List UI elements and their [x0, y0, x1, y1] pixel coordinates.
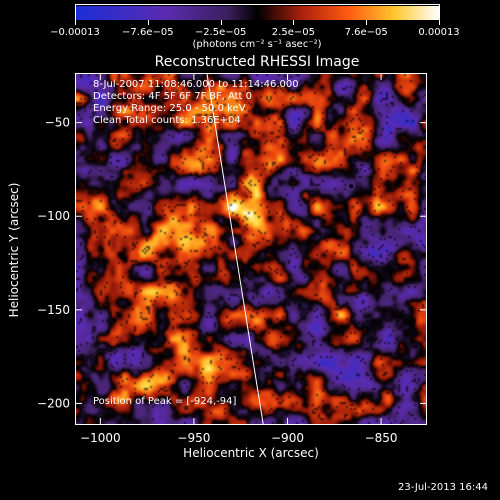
colorbar-tick-label: −0.00013	[50, 27, 100, 38]
colorbar-tick	[366, 20, 368, 25]
colorbar-tick	[293, 20, 295, 25]
annotation-energy-range: Energy Range: 25.0 - 50.0 keV	[93, 103, 246, 114]
annotation-peak-position: Position of Peak = [-924,-94]	[93, 396, 237, 407]
colorbar-tick	[220, 20, 222, 25]
y-tick-label: −150	[37, 303, 70, 317]
heatmap-image	[76, 74, 426, 424]
plot-area	[75, 73, 427, 425]
colorbar-tick-label: 0.00013	[418, 27, 460, 38]
limb-line	[206, 73, 264, 425]
colorbar-tick-label: −2.5e−05	[194, 27, 247, 38]
annotation-detectors: Detectors: 4F 5F 6F 7F 8F, Att 0	[93, 91, 253, 102]
y-tick-label: −50	[45, 116, 70, 130]
footer-timestamp: 23-Jul-2013 16:44	[397, 482, 488, 493]
colorbar-ticks	[75, 20, 440, 26]
colorbar-tick-label: 2.5e−05	[271, 27, 315, 38]
y-axis-label: Heliocentric Y (arcsec)	[7, 182, 21, 318]
y-tick-label: −200	[37, 396, 70, 410]
colorbar-tick	[75, 20, 76, 25]
annotation-time-range: 8-Jul-2007 11:08:46.000 to 11:14:46.000	[93, 79, 299, 90]
y-tick-label: −100	[37, 209, 70, 223]
x-tick-label: −900	[271, 431, 304, 445]
x-axis-label: Heliocentric X (arcsec)	[183, 446, 319, 460]
x-tick-label: −1000	[80, 431, 121, 445]
peak-marker	[349, 184, 354, 189]
colorbar-units-label: (photons cm⁻² s⁻¹ asec⁻²)	[192, 39, 322, 50]
chart-title: Reconstructed RHESSI Image	[154, 54, 360, 70]
x-tick-label: −950	[177, 431, 210, 445]
colorbar-tick-label: −7.6e−05	[122, 27, 174, 38]
colorbar-tick	[439, 20, 440, 25]
colorbar-tick-label: 7.6e−05	[344, 27, 388, 38]
colorbar	[75, 4, 440, 20]
colorbar-gradient	[76, 6, 439, 20]
annotation-clean-counts: Clean Total counts: 1.36E+04	[93, 115, 241, 126]
x-tick-label: −850	[365, 431, 398, 445]
colorbar-tick	[147, 20, 149, 25]
